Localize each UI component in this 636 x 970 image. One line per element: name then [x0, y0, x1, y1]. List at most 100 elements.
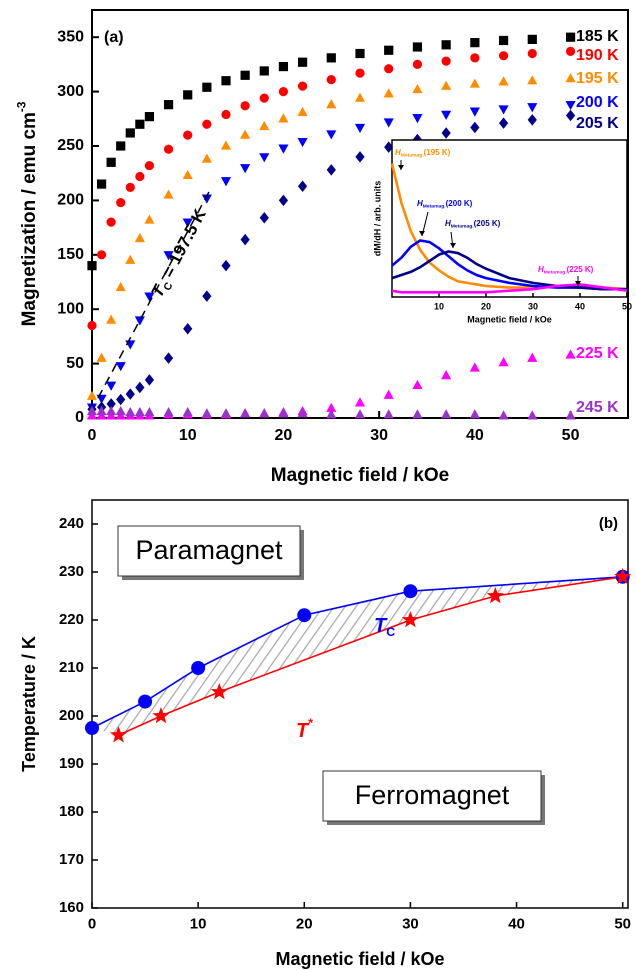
inset-annotation-part: H — [445, 219, 451, 228]
y-tick-label: 220 — [59, 611, 84, 628]
x-tick-label: 0 — [88, 427, 97, 444]
marker — [183, 90, 193, 100]
marker — [201, 194, 212, 204]
marker — [240, 129, 251, 139]
x-tick-label: 20 — [481, 301, 491, 311]
y-tick-label: 0 — [75, 409, 84, 426]
y-tick-label: 200 — [59, 707, 84, 724]
region-box — [322, 770, 542, 822]
marker — [85, 721, 99, 735]
marker — [144, 407, 155, 417]
marker — [278, 87, 289, 97]
marker — [220, 408, 232, 418]
marker — [527, 48, 537, 59]
marker — [565, 100, 576, 111]
marker — [441, 370, 452, 380]
marker — [527, 352, 538, 362]
marker — [116, 197, 126, 208]
marker — [384, 141, 394, 153]
y-axis-label: dM/dH / arb. units — [372, 181, 382, 257]
marker — [565, 73, 576, 83]
plot-frame — [91, 499, 629, 909]
marker — [163, 100, 174, 110]
marker — [240, 408, 251, 418]
marker — [441, 56, 451, 66]
marker — [138, 694, 153, 709]
marker — [240, 101, 250, 111]
series-label-part: T — [374, 615, 388, 637]
marker — [469, 409, 480, 419]
marker — [259, 120, 270, 131]
series-label-part: C — [386, 625, 395, 639]
marker — [182, 407, 193, 417]
series-label-part: * — [308, 716, 313, 730]
marker — [383, 118, 394, 128]
marker — [384, 64, 394, 74]
marker — [210, 683, 228, 700]
inset-annotation-part: H — [395, 148, 401, 157]
marker — [412, 409, 423, 419]
marker — [326, 130, 337, 140]
marker — [326, 53, 336, 63]
marker — [469, 78, 480, 88]
marker — [259, 93, 269, 103]
y-axis-label: Temperature / K — [19, 636, 39, 772]
curve-label: 190 K — [576, 47, 619, 64]
x-tick-label: 50 — [622, 301, 632, 311]
x-axis-label: Magnetic field / kOe — [467, 314, 552, 324]
marker — [278, 61, 289, 72]
curve-label: 200 K — [576, 94, 619, 111]
inset-annotation-part: Metamag. — [423, 204, 446, 210]
y-tick-label: 250 — [57, 137, 84, 154]
marker — [221, 109, 231, 120]
curve-label: 225 K — [576, 345, 619, 362]
x-tick-label: 10 — [190, 915, 207, 932]
marker — [183, 323, 193, 335]
y-tick-label: 240 — [59, 515, 84, 532]
marker — [441, 127, 451, 139]
marker — [401, 611, 419, 628]
marker — [163, 251, 174, 261]
marker — [144, 112, 155, 122]
series-line — [118, 576, 623, 736]
marker — [202, 290, 212, 302]
marker — [441, 409, 452, 419]
curve-label: 205 K — [576, 115, 619, 132]
marker — [240, 70, 250, 80]
marker — [498, 35, 509, 46]
marker — [152, 707, 170, 724]
marker — [125, 407, 136, 417]
y-tick-label: 50 — [66, 355, 84, 372]
x-tick-label: 20 — [296, 915, 313, 932]
marker — [135, 381, 145, 394]
inset-annotation-part: H — [538, 265, 544, 274]
marker — [470, 53, 480, 63]
marker — [144, 374, 155, 386]
marker — [134, 232, 145, 243]
y-tick-label: 210 — [59, 659, 84, 676]
marker — [259, 212, 269, 224]
marker — [498, 105, 509, 115]
marker — [470, 38, 480, 48]
marker — [278, 194, 289, 207]
inset-annotation: HMetamag.(195 K) — [395, 148, 451, 159]
marker — [565, 46, 576, 56]
marker — [201, 153, 212, 163]
marker — [125, 388, 135, 400]
marker — [498, 410, 509, 420]
marker — [297, 81, 308, 91]
marker — [87, 320, 97, 331]
curve-label: 245 K — [576, 399, 619, 416]
region-label: Paramagnet — [135, 535, 283, 565]
marker — [412, 379, 423, 390]
marker — [326, 402, 337, 412]
marker — [116, 393, 126, 406]
marker — [163, 352, 174, 364]
marker — [259, 408, 270, 418]
inset-curve — [391, 283, 628, 294]
marker — [259, 66, 269, 76]
x-tick-label: 30 — [402, 915, 419, 932]
y-tick-label: 180 — [59, 803, 84, 820]
